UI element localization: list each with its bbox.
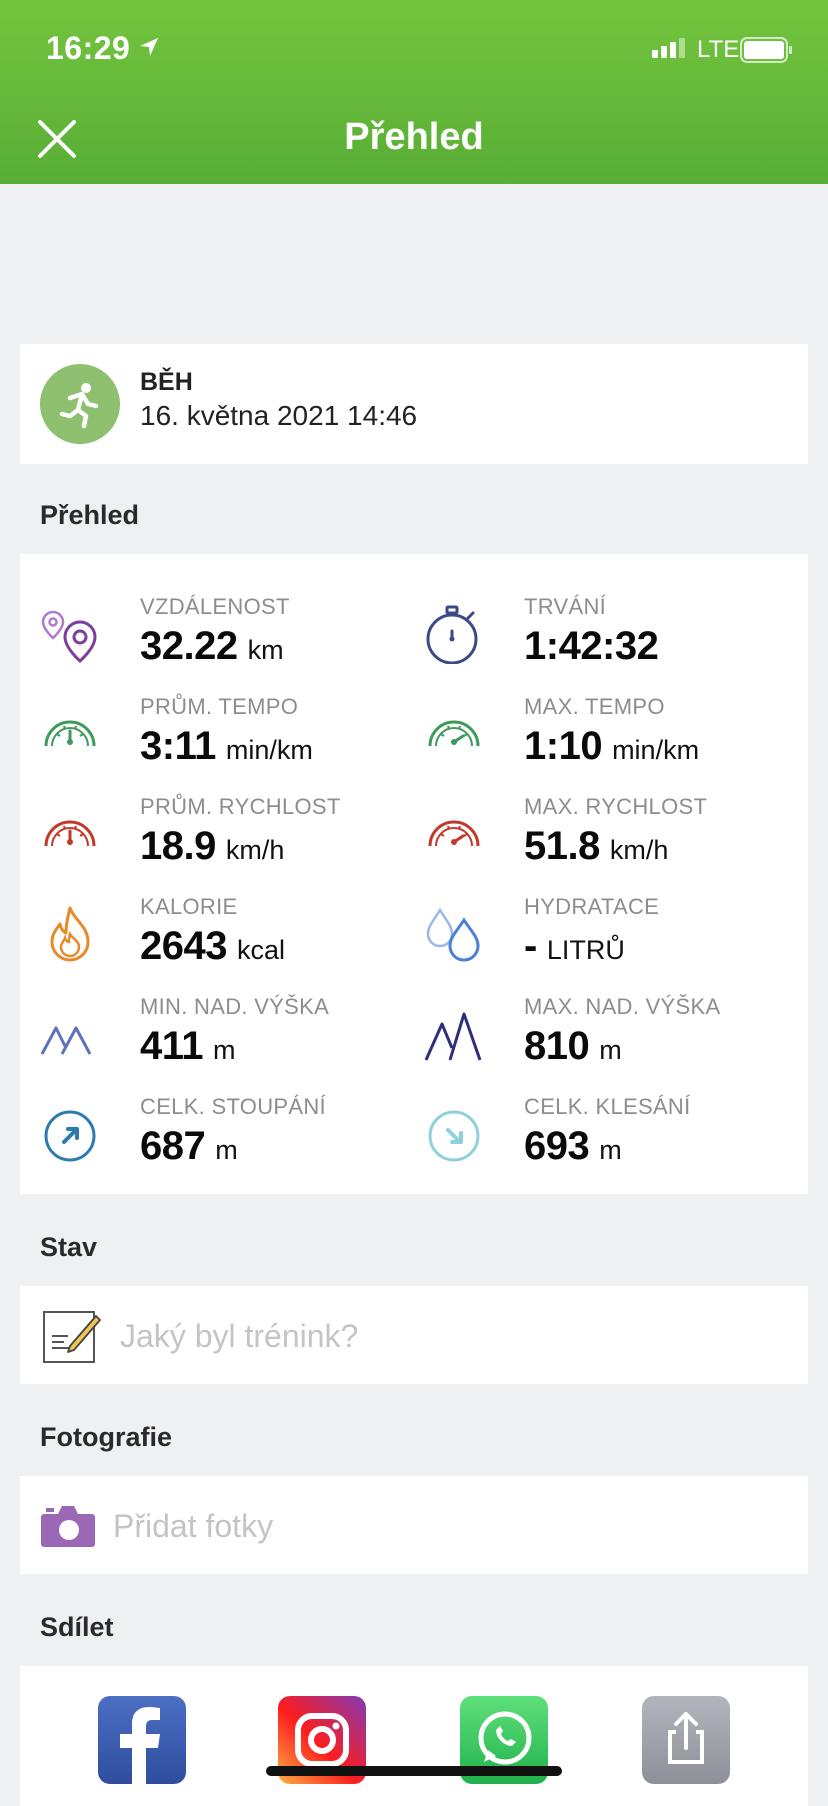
section-title-overview: Přehled xyxy=(40,500,140,530)
battery-icon xyxy=(740,37,792,63)
stat-value: 2643 xyxy=(140,924,227,968)
stat-max-altitude: MAX. NAD. VÝŠKA 810 m xyxy=(424,994,804,1084)
stat-label: TRVÁNÍ xyxy=(524,594,607,619)
stat-label: MAX. NAD. VÝŠKA xyxy=(524,994,721,1019)
stat-value: 693 xyxy=(524,1124,590,1168)
stat-distance: VZDÁLENOST 32.22 km xyxy=(40,594,420,684)
stat-label: CELK. STOUPÁNÍ xyxy=(140,1094,326,1119)
status-input[interactable]: Jaký byl trénink? xyxy=(120,1318,359,1354)
stat-unit: km xyxy=(247,635,284,665)
share-icon xyxy=(668,1712,704,1764)
stat-label: CELK. KLESÁNÍ xyxy=(524,1094,691,1119)
stat-hydration: HYDRATACE - LITRŮ xyxy=(424,894,804,984)
whatsapp-icon xyxy=(478,1711,532,1765)
home-indicator xyxy=(266,1766,562,1776)
stat-unit: m xyxy=(213,1035,236,1065)
descent-icon xyxy=(428,1110,480,1162)
stat-unit: m xyxy=(599,1135,622,1165)
stat-label: KALORIE xyxy=(140,894,238,919)
stat-total-ascent: CELK. STOUPÁNÍ 687 m xyxy=(40,1094,420,1184)
pace-gauge-icon xyxy=(44,720,96,747)
stat-value: 687 xyxy=(140,1124,206,1168)
stat-value: - xyxy=(524,924,537,968)
stat-unit: kcal xyxy=(236,935,285,965)
stat-duration: TRVÁNÍ 1:42:32 xyxy=(424,594,804,684)
stat-label: MAX. RYCHLOST xyxy=(524,794,708,819)
water-drops-icon xyxy=(426,907,480,962)
stat-value: 51.8 xyxy=(524,824,600,868)
stat-max-pace: MAX. TEMPO 1:10 min/km xyxy=(424,694,804,784)
stat-unit: m xyxy=(215,1135,238,1165)
max-altitude-icon xyxy=(424,1012,482,1061)
stat-total-descent: CELK. KLESÁNÍ 693 m xyxy=(424,1094,804,1184)
stat-unit: LITRŮ xyxy=(546,935,625,965)
camera-icon xyxy=(41,1506,95,1547)
stat-avg-pace: PRŮM. TEMPO 3:11 min/km xyxy=(40,694,420,784)
stat-value: 411 xyxy=(140,1024,204,1068)
stat-label: MIN. NAD. VÝŠKA xyxy=(140,994,330,1019)
activity-datetime: 16. května 2021 14:46 xyxy=(140,400,418,431)
stat-max-speed: MAX. RYCHLOST 51.8 km/h xyxy=(424,794,804,884)
stat-label: PRŮM. RYCHLOST xyxy=(140,794,341,819)
share-card xyxy=(20,1666,808,1806)
instagram-icon xyxy=(295,1713,349,1767)
status-time: 16:29 xyxy=(46,30,131,66)
stat-calories: KALORIE 2643 kcal xyxy=(40,894,420,984)
stat-min-altitude: MIN. NAD. VÝŠKA 411 m xyxy=(40,994,420,1084)
stat-value: 1:42:32 xyxy=(524,624,659,668)
stat-label: MAX. TEMPO xyxy=(524,694,665,719)
location-arrow-icon xyxy=(140,38,158,56)
stat-label: VZDÁLENOST xyxy=(140,594,290,619)
speed-gauge-icon xyxy=(44,820,96,847)
add-photos-card[interactable]: Přidat fotky xyxy=(20,1476,808,1574)
stat-avg-speed: PRŮM. RYCHLOST 18.9 km/h xyxy=(40,794,420,884)
network-label: LTE xyxy=(697,36,740,63)
stat-value: 810 xyxy=(524,1024,590,1068)
add-photos-button[interactable]: Přidat fotky xyxy=(113,1508,274,1544)
stat-unit: km/h xyxy=(225,835,285,865)
stat-unit: km/h xyxy=(609,835,669,865)
stat-value: 1:10 xyxy=(524,724,603,768)
status-input-card[interactable]: Jaký byl trénink? xyxy=(20,1286,808,1384)
note-edit-icon xyxy=(43,1311,101,1363)
activity-card: BĚH 16. května 2021 14:46 xyxy=(20,344,808,464)
section-title-status: Stav xyxy=(40,1232,98,1262)
flame-icon xyxy=(50,906,90,962)
stat-value: 18.9 xyxy=(140,824,216,868)
stat-label: HYDRATACE xyxy=(524,894,660,919)
runner-icon xyxy=(59,383,99,429)
stat-unit: m xyxy=(599,1035,622,1065)
max-speed-gauge-icon xyxy=(428,820,480,847)
stats-card: VZDÁLENOST 32.22 km TRVÁNÍ 1:42:32 PRŮM. … xyxy=(20,554,808,1194)
min-altitude-icon xyxy=(40,1026,92,1055)
activity-avatar xyxy=(40,364,120,444)
more-share-button[interactable] xyxy=(642,1696,730,1784)
ascent-icon xyxy=(44,1110,96,1162)
stopwatch-icon xyxy=(426,605,478,664)
facebook-icon xyxy=(120,1707,160,1784)
location-pins-icon xyxy=(41,610,97,663)
section-title-photos: Fotografie xyxy=(40,1422,172,1452)
stat-unit: min/km xyxy=(612,735,700,765)
activity-type: BĚH xyxy=(140,368,193,396)
max-pace-gauge-icon xyxy=(428,720,480,747)
stat-label: PRŮM. TEMPO xyxy=(140,694,299,719)
stat-value: 3:11 xyxy=(140,724,216,768)
app-header: 16:29 LTE Přehled xyxy=(0,0,828,184)
stat-value: 32.22 xyxy=(140,624,238,668)
close-button[interactable] xyxy=(36,118,78,160)
facebook-share-button[interactable] xyxy=(98,1696,186,1784)
section-title-share: Sdílet xyxy=(40,1612,114,1642)
signal-icon xyxy=(652,38,685,58)
stat-unit: min/km xyxy=(225,735,313,765)
page-title: Přehled xyxy=(344,116,484,158)
